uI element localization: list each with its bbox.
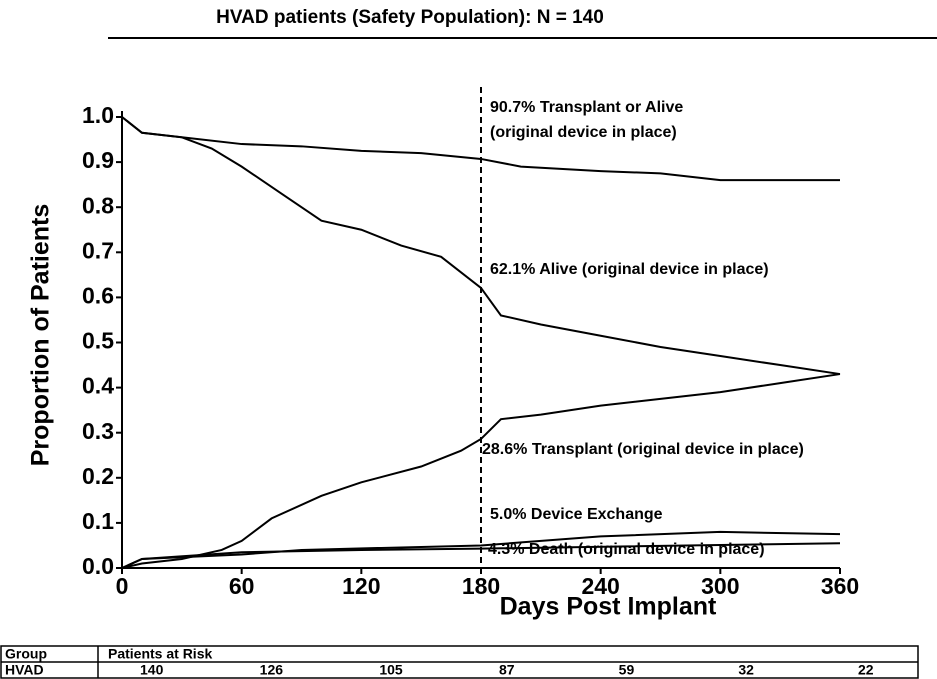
y-tick-label: 0.9: [82, 147, 114, 173]
x-axis-label: Days Post Implant: [500, 593, 717, 621]
line-series: [121, 116, 841, 376]
line-series: [121, 542, 841, 569]
y-tick-label: 0.6: [82, 282, 114, 308]
table-cell: 140: [140, 662, 164, 678]
annotation: 28.6% Transplant (original device in pla…: [482, 441, 804, 458]
x-tick-label: 180: [462, 573, 500, 599]
x-tick-label: 0: [116, 573, 129, 599]
y-tick-label: 0.0: [82, 553, 114, 579]
x-tick-label: 60: [229, 573, 255, 599]
chart-title: HVAD patients (Safety Population): N = 1…: [216, 7, 604, 28]
line-series: [121, 373, 841, 569]
y-tick-label: 0.1: [82, 508, 114, 534]
table-header: Patients at Risk: [108, 646, 212, 662]
x-tick-label: 300: [701, 573, 739, 599]
table-cell: 87: [499, 662, 515, 678]
y-tick-label: 1.0: [82, 102, 114, 128]
annotation: 90.7% Transplant or Alive: [490, 99, 683, 116]
annotation: (original device in place): [490, 124, 677, 141]
y-tick-label: 0.2: [82, 463, 114, 489]
x-tick-label: 120: [342, 573, 380, 599]
table-cell: 59: [619, 662, 635, 678]
annotation: 5.0% Device Exchange: [490, 506, 663, 523]
y-tick-label: 0.8: [82, 192, 114, 218]
y-tick-label: 0.5: [82, 328, 114, 354]
annotation: 4.3% Death (original device in place): [488, 541, 765, 558]
y-tick-label: 0.4: [82, 373, 114, 399]
table-cell: 105: [379, 662, 403, 678]
y-tick-label: 0.7: [82, 237, 114, 263]
table-cell: 22: [858, 662, 874, 678]
table-header: Group: [5, 646, 47, 662]
x-tick-label: 360: [821, 573, 859, 599]
annotation: 62.1% Alive (original device in place): [490, 261, 769, 278]
table-cell: 126: [260, 662, 284, 678]
x-tick-label: 240: [581, 573, 619, 599]
table-cell: 32: [738, 662, 754, 678]
y-axis-label: Proportion of Patients: [27, 204, 55, 467]
table-cell: HVAD: [5, 662, 44, 678]
y-tick-label: 0.3: [82, 418, 114, 444]
